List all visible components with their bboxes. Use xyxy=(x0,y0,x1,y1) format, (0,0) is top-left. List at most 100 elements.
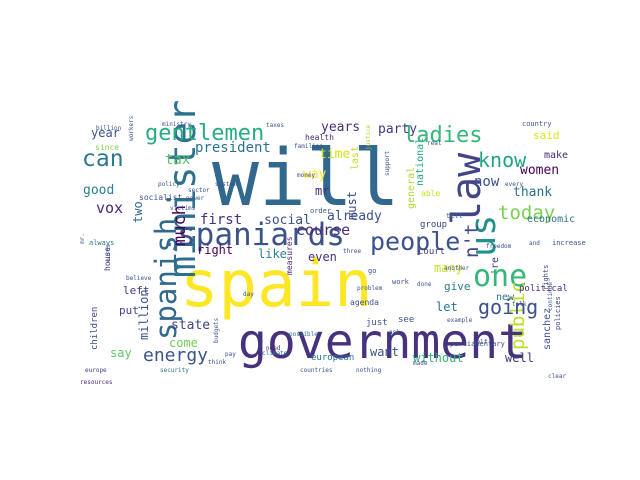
word-can-13: can xyxy=(82,146,124,172)
word-spain-1: spain xyxy=(180,248,373,322)
word-one-8: one xyxy=(473,259,527,294)
word-spanish-7: spanish xyxy=(149,218,183,340)
word-give-46: give xyxy=(444,280,471,293)
word-many-45: many xyxy=(434,261,463,275)
word-make-59: make xyxy=(544,150,568,161)
word-country-77: country xyxy=(522,120,552,128)
word-let-47: let xyxy=(436,300,458,314)
word-budgets-89: budgets xyxy=(213,317,220,343)
word-today-19: today xyxy=(498,202,555,224)
word-said-58: said xyxy=(533,129,560,142)
word-government-2: government xyxy=(238,314,527,370)
word-house-63: house xyxy=(103,247,112,271)
word-billion-127: billion xyxy=(96,125,122,132)
word-work-83: work xyxy=(392,278,410,286)
word-years-24: years xyxy=(321,120,360,135)
word-system-116: system xyxy=(215,181,237,188)
word-need-93: need xyxy=(266,345,281,352)
word-see-69: see xyxy=(398,315,414,325)
word-without-54: without xyxy=(413,351,464,365)
word-increase-82: increase xyxy=(552,239,586,247)
word-money-114: money xyxy=(297,172,315,179)
word-able-102: able xyxy=(421,189,440,198)
word-possible-97: possible xyxy=(289,331,318,338)
word-president-26: president xyxy=(195,140,271,156)
word-must-31: must xyxy=(345,191,359,220)
word-first-21: first xyxy=(200,212,242,228)
word-gentlemen-11: gentlemen xyxy=(145,121,264,146)
word-policies-81: policies xyxy=(554,296,562,330)
word-us-6: us xyxy=(464,215,504,257)
word-continue-112: continue xyxy=(547,282,554,311)
word-nt-10: n't xyxy=(461,224,483,258)
word-another-104: another xyxy=(444,265,470,272)
word-right-42: right xyxy=(197,243,233,257)
word-group-64: group xyxy=(420,220,447,230)
word-victims-107: victims xyxy=(170,205,196,212)
word-good-38: good xyxy=(83,183,114,198)
word-party-25: party xyxy=(378,122,417,137)
word-national-34: national xyxy=(415,138,426,186)
word-made-122: made xyxy=(413,360,428,367)
word-want-56: want xyxy=(370,345,399,359)
word-mr-129: mr. xyxy=(79,233,86,244)
word-believe-106: believe xyxy=(126,275,152,282)
word-euros-90: euros xyxy=(105,244,112,262)
word-sector-115: sector xyxy=(188,187,210,194)
word-know-14: know xyxy=(478,148,527,172)
word-time-29: time xyxy=(319,147,350,162)
word-left-49: left xyxy=(123,284,150,297)
word-agenda-66: agenda xyxy=(350,298,379,307)
word-order-74: order xyxy=(310,207,331,215)
word-talk-110: talk xyxy=(512,301,527,308)
word-vox-23: vox xyxy=(96,199,123,217)
word-new-70: new xyxy=(496,292,515,303)
word-justice-101: justice xyxy=(365,124,372,150)
word-europe-85: europe xyxy=(85,367,107,374)
word-resources-86: resources xyxy=(80,379,113,386)
word-tell-103: tell xyxy=(446,212,463,220)
word-people-9: people xyxy=(370,227,460,256)
word-policy-99: policy xyxy=(158,181,180,188)
word-ministry-98: ministry xyxy=(162,121,191,128)
word-nothing-95: nothing xyxy=(356,367,382,374)
word-sanchez-61: sanchez xyxy=(542,308,553,350)
word-much-18: much xyxy=(170,205,190,246)
word-every-111: every xyxy=(505,181,523,188)
word-put-50: put xyxy=(119,304,139,317)
word-three-124: three xyxy=(343,248,361,255)
word-real-76: real xyxy=(427,140,442,147)
word-problem-105: problem xyxy=(357,285,383,292)
word-mr-30: mr xyxy=(315,184,329,198)
word-families-100: families xyxy=(294,143,323,150)
word-spaniards-4: spaniards xyxy=(177,217,345,253)
word-and-126: and xyxy=(529,240,540,247)
word-public-15: public xyxy=(507,281,529,350)
word-political-72: political xyxy=(519,284,568,294)
word-way-28: way xyxy=(303,167,327,182)
word-day-125: day xyxy=(243,291,254,298)
word-social-22: social xyxy=(264,213,311,228)
word-minister-3: minister xyxy=(161,100,204,278)
word-countries-94: countries xyxy=(300,367,333,374)
word-ladies-12: ladies xyxy=(403,123,482,148)
word-taxes-92: taxes xyxy=(266,122,284,129)
word-general-33: general xyxy=(406,167,417,209)
word-european-57: european xyxy=(311,353,354,363)
word-economic-60: economic xyxy=(527,214,575,225)
word-workers-128: workers xyxy=(128,115,135,141)
word-climate-88: climate xyxy=(262,350,288,357)
word-say-53: say xyxy=(110,346,132,360)
word-ask-120: ask xyxy=(389,329,400,336)
word-will-0: will xyxy=(212,134,400,224)
word-now-35: now xyxy=(474,174,500,190)
word-since-78: since xyxy=(95,143,119,152)
word-like-43: like xyxy=(258,247,287,261)
word-measures-67: measures xyxy=(285,236,294,275)
word-go-121: go xyxy=(368,267,376,275)
word-support-113: support xyxy=(384,150,391,176)
word-court-65: court xyxy=(418,247,445,257)
